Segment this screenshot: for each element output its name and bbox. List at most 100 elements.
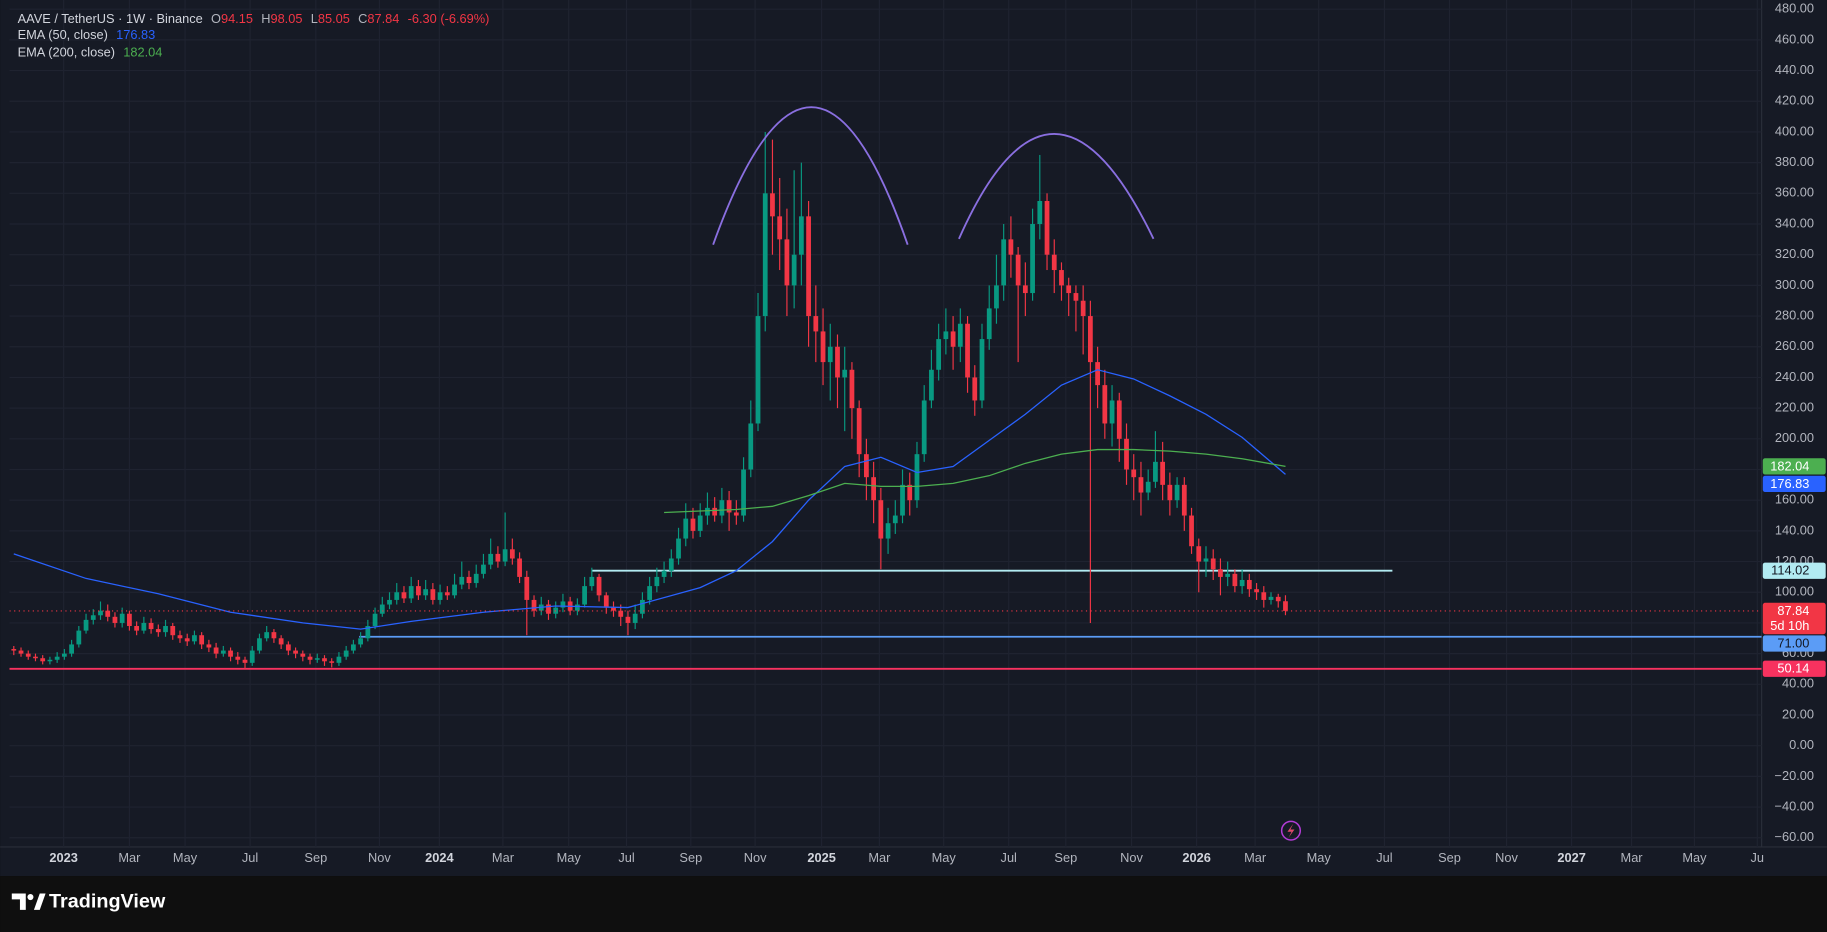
candle-body bbox=[921, 400, 927, 455]
candle-body bbox=[199, 635, 205, 645]
candle-body bbox=[1232, 573, 1238, 587]
candle-body bbox=[314, 658, 320, 660]
candle-body bbox=[957, 323, 963, 347]
candle-body bbox=[1073, 293, 1079, 301]
candle-body bbox=[1160, 461, 1166, 485]
candle-body bbox=[343, 650, 349, 657]
candle-body bbox=[856, 408, 862, 455]
candle-body bbox=[307, 656, 313, 660]
price-badge bbox=[1762, 660, 1826, 677]
candle-body bbox=[1174, 484, 1180, 501]
candle-body bbox=[423, 589, 429, 596]
lightning-icon bbox=[1280, 820, 1302, 841]
candle-body bbox=[394, 592, 400, 600]
candle-body bbox=[791, 254, 797, 286]
ema-legend: EMA (200, close) 182.04 bbox=[18, 45, 163, 60]
candle-body bbox=[437, 592, 443, 600]
x-tick-label: Nov bbox=[1495, 850, 1518, 865]
candle-body bbox=[249, 650, 255, 663]
candle-body bbox=[336, 656, 342, 663]
candle-body bbox=[1275, 596, 1281, 602]
price-badge-label: 50.14 bbox=[1777, 661, 1809, 676]
candle-body bbox=[69, 644, 74, 654]
candle-body bbox=[1116, 400, 1122, 439]
candle-body bbox=[18, 650, 24, 654]
candle-body bbox=[770, 193, 775, 217]
ohlc-value: 94.15 bbox=[221, 11, 253, 26]
y-tick-label: 440.00 bbox=[1775, 62, 1814, 77]
arc-drawing bbox=[958, 133, 1155, 240]
candle-body bbox=[849, 369, 855, 409]
candle-body bbox=[502, 549, 508, 562]
candle-body bbox=[1283, 601, 1288, 611]
candle-body bbox=[134, 626, 140, 631]
candle-body bbox=[1124, 438, 1129, 470]
candle-body bbox=[661, 570, 667, 577]
candle-body bbox=[33, 656, 38, 659]
ohlc-value: 85.05 bbox=[318, 11, 350, 26]
candle-body bbox=[1131, 469, 1137, 478]
x-tick-label: Jul bbox=[1376, 850, 1392, 865]
drawings bbox=[712, 106, 1155, 245]
candle-body bbox=[170, 626, 176, 636]
y-tick-label: 160.00 bbox=[1775, 492, 1814, 507]
candle-body bbox=[1203, 558, 1209, 562]
candle-body bbox=[264, 632, 270, 639]
x-tick-label: Mar bbox=[868, 850, 891, 865]
candle-body bbox=[1239, 579, 1245, 587]
arc-drawing bbox=[712, 106, 909, 245]
candle-body bbox=[1138, 477, 1144, 493]
icon-ring bbox=[1280, 820, 1302, 841]
candle-body bbox=[148, 622, 154, 630]
candle-body bbox=[907, 484, 913, 501]
candle-body bbox=[452, 584, 457, 596]
y-tick-label: 100.00 bbox=[1775, 584, 1814, 599]
x-tick-label: Sep bbox=[1438, 850, 1461, 865]
candle-body bbox=[1109, 400, 1115, 424]
x-tick-label: Jul bbox=[1001, 850, 1017, 865]
symbol: AAVE / TetherUS · 1W · Binance bbox=[18, 11, 203, 26]
candle-body bbox=[430, 589, 436, 600]
candle-body bbox=[712, 507, 718, 516]
candle-body bbox=[900, 484, 905, 516]
x-tick-label: 2024 bbox=[425, 850, 454, 865]
y-tick-label: −40.00 bbox=[1775, 798, 1815, 813]
candle-body bbox=[54, 656, 60, 660]
candle-body bbox=[1095, 362, 1100, 386]
candle-body bbox=[40, 658, 46, 662]
candle-body bbox=[257, 638, 262, 651]
candle-body bbox=[177, 635, 183, 639]
candle-body bbox=[697, 515, 703, 531]
candle-body bbox=[784, 239, 790, 286]
legend: AAVE / TetherUS · 1W · Binance O94.15 H9… bbox=[18, 11, 490, 60]
y-tick-label: 200.00 bbox=[1775, 430, 1814, 445]
candle-body bbox=[1145, 481, 1151, 493]
candle-body bbox=[871, 477, 877, 501]
candle-body bbox=[864, 454, 869, 478]
candle-body bbox=[473, 573, 479, 584]
candle-body bbox=[1066, 285, 1072, 294]
x-tick-label: Ju bbox=[1751, 850, 1765, 865]
price-badge-label: 114.02 bbox=[1771, 563, 1809, 578]
candle-body bbox=[408, 586, 414, 599]
y-tick-label: 260.00 bbox=[1775, 338, 1814, 353]
ema-legend: EMA (50, close) 176.83 bbox=[18, 28, 156, 43]
candle-body bbox=[329, 661, 335, 663]
candle-body bbox=[387, 599, 392, 605]
candle-body bbox=[509, 549, 515, 559]
legend-value: 182.04 bbox=[123, 45, 162, 60]
candle-body bbox=[820, 331, 826, 363]
candle-body bbox=[119, 613, 125, 623]
candle-body bbox=[401, 592, 407, 599]
y-tick-label: 340.00 bbox=[1775, 215, 1814, 230]
x-tick-label: May bbox=[1307, 850, 1332, 865]
candle-body bbox=[625, 616, 631, 623]
candle-body bbox=[640, 599, 645, 614]
price-badge bbox=[1762, 635, 1826, 652]
candle-body bbox=[835, 346, 840, 378]
brand-name: TradingView bbox=[49, 891, 166, 913]
candle-body bbox=[25, 653, 31, 657]
y-tick-label: 400.00 bbox=[1775, 123, 1814, 138]
